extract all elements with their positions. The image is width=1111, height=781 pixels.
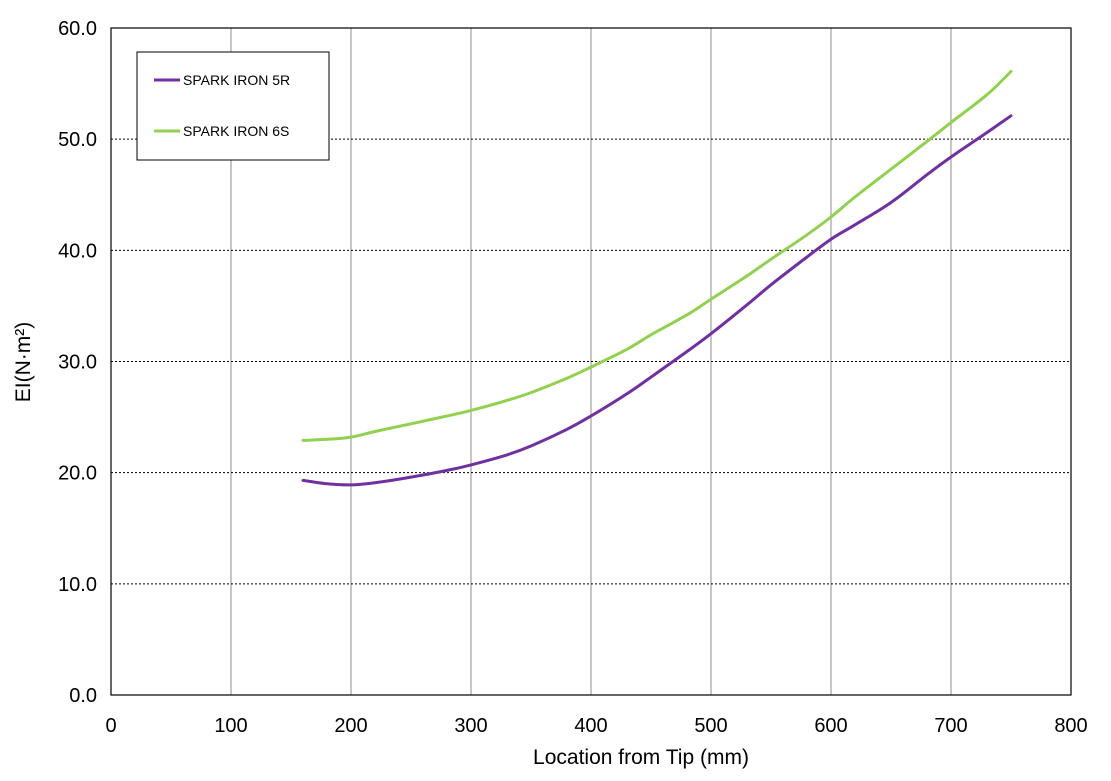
x-tick-labels: 0 100 200 300 400 500 600 700 800	[105, 715, 1087, 737]
legend-box	[136, 51, 330, 161]
x-tick-label: 600	[814, 715, 847, 737]
plot-area	[110, 27, 1072, 696]
x-tick-label: 200	[334, 715, 367, 737]
x-axis-title: Location from Tip (mm)	[533, 746, 749, 769]
x-tick-label: 100	[214, 715, 247, 737]
y-tick-label: 10.0	[58, 574, 97, 596]
y-tick-label: 20.0	[58, 463, 97, 485]
x-tick-label: 0	[105, 715, 116, 737]
legend-label-6s: SPARK IRON 6S	[183, 123, 289, 139]
x-tick-label: 800	[1054, 715, 1087, 737]
series-line-6s	[301, 69, 1013, 442]
series-line-5r	[301, 114, 1013, 487]
y-tick-label: 60.0	[58, 18, 97, 40]
series-lines	[301, 69, 1013, 487]
y-tick-label: 0.0	[69, 685, 97, 707]
x-tick-label: 300	[454, 715, 487, 737]
legend: SPARK IRON 5R SPARK IRON 6S	[136, 51, 330, 161]
x-tick-label: 500	[694, 715, 727, 737]
y-tick-label: 40.0	[58, 240, 97, 262]
y-axis-title: EI(N·m²)	[12, 322, 35, 402]
y-tick-label: 30.0	[58, 352, 97, 374]
y-tick-label: 50.0	[58, 129, 97, 151]
y-tick-labels: 0.0 10.0 20.0 30.0 40.0 50.0 60.0	[58, 18, 97, 707]
x-tick-label: 700	[934, 715, 967, 737]
legend-label-5r: SPARK IRON 5R	[183, 72, 290, 88]
x-tick-label: 400	[574, 715, 607, 737]
